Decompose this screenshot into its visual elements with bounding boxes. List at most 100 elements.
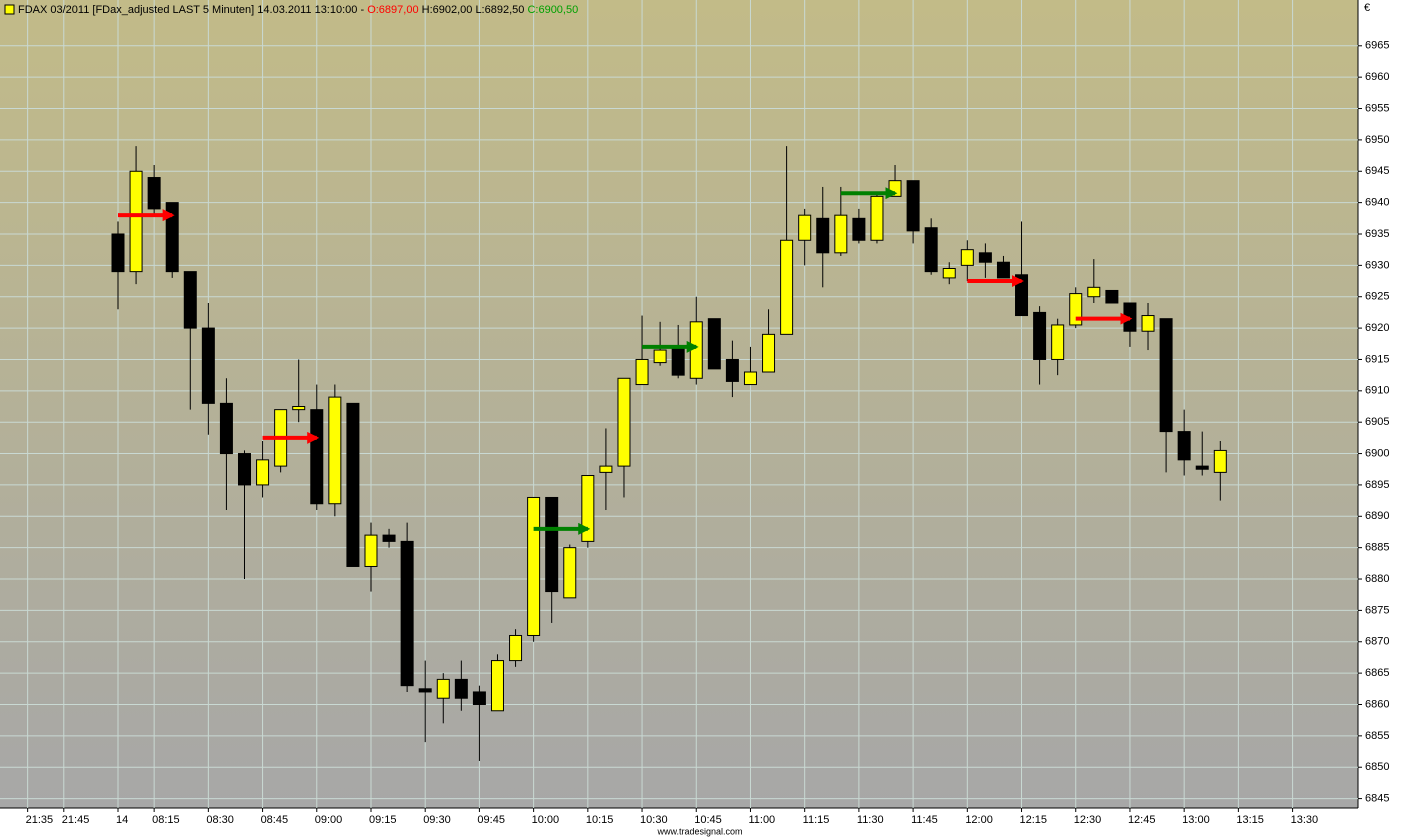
candle-body bbox=[563, 547, 577, 599]
candle-body bbox=[165, 202, 179, 273]
x-tick-label: 10:45 bbox=[694, 814, 722, 826]
y-tick-label: 6915 bbox=[1365, 353, 1389, 365]
x-tick-label: 14 bbox=[116, 814, 128, 826]
candle-body bbox=[743, 371, 757, 386]
candle-body bbox=[816, 217, 830, 254]
candle-body bbox=[237, 453, 251, 486]
candle-body bbox=[292, 406, 306, 411]
y-tick-label: 6850 bbox=[1365, 761, 1389, 773]
x-tick-label: 08:45 bbox=[261, 814, 289, 826]
candle-body bbox=[671, 346, 685, 376]
candle-body bbox=[509, 634, 523, 662]
candle-body bbox=[454, 678, 468, 699]
x-tick-label: 10:30 bbox=[640, 814, 668, 826]
candle-body bbox=[382, 534, 396, 542]
title-text: FDAX 03/2011 [FDax_adjusted LAST 5 Minut… bbox=[18, 4, 364, 16]
candle-body bbox=[942, 267, 956, 279]
candle-body bbox=[852, 217, 866, 241]
y-tick-label: 6940 bbox=[1365, 197, 1389, 209]
candle-body bbox=[1087, 286, 1101, 298]
y-tick-label: 6880 bbox=[1365, 573, 1389, 585]
candle-body bbox=[689, 321, 703, 379]
candle-body bbox=[725, 358, 739, 382]
candle-body bbox=[201, 327, 215, 404]
x-tick-label: 13:30 bbox=[1291, 814, 1319, 826]
candle-body bbox=[762, 333, 776, 373]
y-tick-label: 6865 bbox=[1365, 667, 1389, 679]
candle-body bbox=[436, 678, 450, 699]
candle-body bbox=[472, 691, 486, 705]
candle-body bbox=[599, 465, 613, 473]
header-high-low: H:6902,00 L:6892,50 bbox=[422, 4, 525, 16]
candle-body bbox=[527, 496, 541, 636]
x-tick-label: 12:45 bbox=[1128, 814, 1156, 826]
candle-body bbox=[653, 349, 667, 364]
x-tick-label: 10:00 bbox=[532, 814, 560, 826]
footer: www.tradesignal.com bbox=[656, 826, 742, 836]
y-tick-label: 6930 bbox=[1365, 259, 1389, 271]
candle-body bbox=[1159, 318, 1173, 433]
candle-body bbox=[798, 214, 812, 241]
y-tick-label: 6875 bbox=[1365, 604, 1389, 616]
x-tick-label: 08:15 bbox=[152, 814, 180, 826]
y-tick-label: 6855 bbox=[1365, 730, 1389, 742]
y-tick-label: 6935 bbox=[1365, 228, 1389, 240]
x-tick-label: 10:15 bbox=[586, 814, 614, 826]
candle-body bbox=[346, 402, 360, 567]
y-tick-label: 6965 bbox=[1365, 40, 1389, 52]
candle-body bbox=[111, 233, 125, 273]
y-tick-label: 6945 bbox=[1365, 165, 1389, 177]
candle-body bbox=[1141, 315, 1155, 332]
x-tick-label: 11:15 bbox=[803, 814, 830, 826]
candle-body bbox=[1213, 449, 1227, 473]
x-tick-label: 11:45 bbox=[911, 814, 938, 826]
candle-body bbox=[1195, 465, 1209, 470]
candle-body bbox=[924, 227, 938, 273]
candle-body bbox=[328, 396, 342, 505]
y-tick-label: 6860 bbox=[1365, 698, 1389, 710]
candle-body bbox=[906, 180, 920, 232]
x-tick-label: 09:45 bbox=[477, 814, 505, 826]
candles bbox=[111, 146, 1227, 761]
y-tick-label: 6870 bbox=[1365, 636, 1389, 648]
y-tick-label: 6845 bbox=[1365, 792, 1389, 804]
y-tick-label: 6905 bbox=[1365, 416, 1389, 428]
candle-body bbox=[780, 239, 794, 335]
candle-body bbox=[418, 688, 432, 693]
candle-body bbox=[400, 540, 414, 687]
header-close: C:6900,50 bbox=[527, 4, 578, 16]
x-tick-label: 21:45 bbox=[62, 814, 90, 826]
plot-area bbox=[0, 0, 1358, 808]
candle-body bbox=[183, 271, 197, 329]
candle-body bbox=[996, 261, 1010, 279]
candle-body bbox=[635, 358, 649, 386]
x-tick-label: 13:15 bbox=[1236, 814, 1264, 826]
y-tick-label: 6920 bbox=[1365, 322, 1389, 334]
x-tick-label: 12:15 bbox=[1020, 814, 1048, 826]
candle-body bbox=[978, 252, 992, 263]
x-tick-label: 21:35 bbox=[26, 814, 54, 826]
legend-swatch bbox=[4, 4, 15, 15]
y-tick-label: 6885 bbox=[1365, 542, 1389, 554]
x-tick-label: 12:00 bbox=[965, 814, 993, 826]
y-tick-label: 6960 bbox=[1365, 71, 1389, 83]
grid bbox=[0, 0, 1358, 808]
candle-body bbox=[960, 249, 974, 266]
candle-body bbox=[1177, 431, 1191, 461]
candle-body bbox=[364, 534, 378, 567]
candle-body bbox=[129, 170, 143, 273]
candle-body bbox=[617, 377, 631, 467]
candle-body bbox=[310, 409, 324, 505]
y-tick-label: 6910 bbox=[1365, 385, 1389, 397]
candle-body bbox=[581, 475, 595, 542]
candle-body bbox=[834, 214, 848, 254]
x-tick-label: 11:00 bbox=[748, 814, 775, 826]
candle-body bbox=[1033, 311, 1047, 360]
candle-body bbox=[870, 195, 884, 241]
y-tick-label: 6950 bbox=[1365, 134, 1389, 146]
candle-body bbox=[1051, 324, 1065, 360]
x-tick-label: 08:30 bbox=[206, 814, 234, 826]
candle-body bbox=[1105, 289, 1119, 304]
x-tick-label: 09:00 bbox=[315, 814, 343, 826]
